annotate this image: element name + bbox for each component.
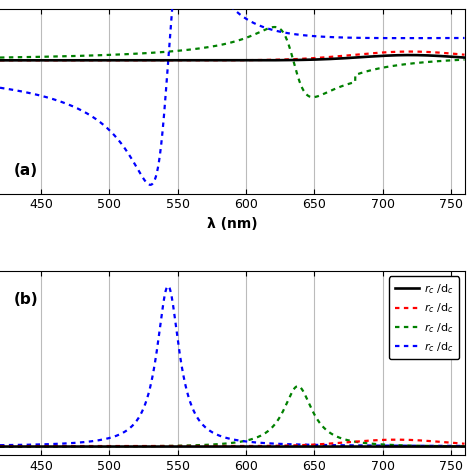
- Legend: $r_c$ /d$_c$, $r_c$ /d$_c$, $r_c$ /d$_c$, $r_c$ /d$_c$: $r_c$ /d$_c$, $r_c$ /d$_c$, $r_c$ /d$_c$…: [389, 276, 459, 359]
- $r_c$ /d$_{\rm c}$: [393, 437, 399, 443]
- $r_c$ /d$_{\rm c}$: [295, 383, 301, 389]
- X-axis label: λ (nm): λ (nm): [207, 217, 257, 231]
- Text: (b): (b): [14, 292, 38, 307]
- $r_c$ /d$_{\rm c}$: [402, 444, 408, 449]
- $r_c$ /d$_{\rm c}$: [195, 442, 201, 448]
- $r_c$ /d$_{\rm c}$: [462, 443, 467, 449]
- $r_c$ /d$_{\rm c}$: [453, 440, 458, 446]
- $r_c$ /d$_{\rm c}$: [165, 283, 171, 289]
- $r_c$ /d$_{\rm c}$: [78, 444, 83, 449]
- $r_c$ /d$_{\rm c}$: [50, 444, 56, 449]
- $r_c$ /d$_{\rm c}$: [453, 444, 458, 449]
- $r_c$ /d$_{\rm c}$: [402, 443, 408, 448]
- $r_c$ /d$_{\rm c}$: [175, 444, 181, 449]
- $r_c$ /d$_{\rm c}$: [402, 437, 408, 443]
- $r_c$ /d$_{\rm c}$: [175, 341, 181, 346]
- $r_c$ /d$_{\rm c}$: [0, 444, 3, 449]
- $r_c$ /d$_{\rm c}$: [453, 444, 458, 449]
- $r_c$ /d$_{\rm c}$: [50, 443, 56, 449]
- $r_c$ /d$_{\rm c}$: [50, 441, 56, 447]
- Text: (a): (a): [14, 163, 38, 178]
- $r_c$ /d$_{\rm c}$: [462, 444, 467, 449]
- $r_c$ /d$_{\rm c}$: [195, 443, 201, 449]
- $r_c$ /d$_{\rm c}$: [78, 443, 83, 449]
- $r_c$ /d$_{\rm c}$: [462, 444, 467, 449]
- Line: $r_c$ /d$_{\rm c}$: $r_c$ /d$_{\rm c}$: [0, 286, 465, 446]
- $r_c$ /d$_{\rm c}$: [0, 443, 3, 449]
- $r_c$ /d$_{\rm c}$: [50, 444, 56, 449]
- $r_c$ /d$_{\rm c}$: [0, 442, 3, 448]
- Line: $r_c$ /d$_{\rm c}$: $r_c$ /d$_{\rm c}$: [0, 386, 465, 447]
- $r_c$ /d$_{\rm c}$: [175, 443, 181, 448]
- $r_c$ /d$_{\rm c}$: [196, 417, 201, 422]
- $r_c$ /d$_{\rm c}$: [462, 441, 467, 447]
- Line: $r_c$ /d$_{\rm c}$: $r_c$ /d$_{\rm c}$: [0, 440, 465, 446]
- $r_c$ /d$_{\rm c}$: [175, 443, 181, 449]
- $r_c$ /d$_{\rm c}$: [195, 444, 201, 449]
- $r_c$ /d$_{\rm c}$: [453, 443, 458, 449]
- $r_c$ /d$_{\rm c}$: [0, 444, 3, 450]
- $r_c$ /d$_{\rm c}$: [402, 443, 408, 448]
- $r_c$ /d$_{\rm c}$: [78, 439, 83, 445]
- $r_c$ /d$_{\rm c}$: [78, 444, 83, 449]
